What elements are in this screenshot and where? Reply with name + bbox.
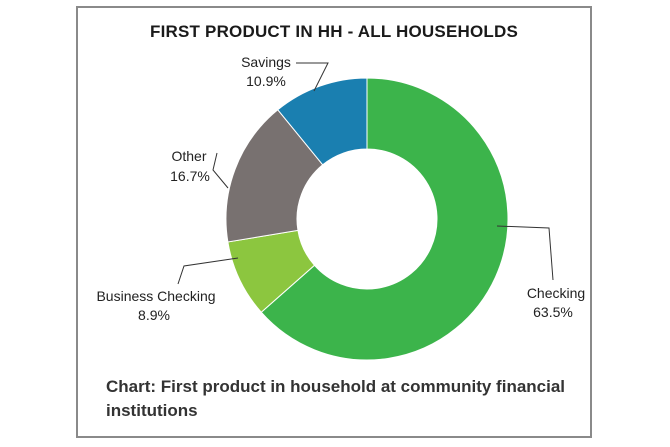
- chart-caption: Chart: First product in household at com…: [106, 377, 566, 420]
- label-checking-name: Checking: [527, 285, 585, 301]
- label-checking-value: 63.5%: [533, 304, 573, 320]
- label-business-checking-name: Business Checking: [96, 288, 215, 304]
- label-other-value: 16.7%: [170, 168, 210, 184]
- slices-group: [225, 77, 509, 361]
- leader-line-other: [212, 152, 229, 189]
- label-business-checking-value: 8.9%: [138, 307, 170, 323]
- label-other-name: Other: [171, 148, 206, 164]
- leader-lines-group: [177, 62, 554, 285]
- leader-line-checking: [496, 225, 554, 281]
- leader-line-savings: [296, 62, 329, 92]
- chart-title: FIRST PRODUCT IN HH - ALL HOUSEHOLDS: [150, 22, 518, 41]
- leader-line-business-checking: [177, 257, 239, 285]
- slice-savings: [277, 77, 368, 166]
- slice-checking: [260, 77, 509, 361]
- label-savings-value: 10.9%: [246, 73, 286, 89]
- label-savings-name: Savings: [241, 54, 291, 70]
